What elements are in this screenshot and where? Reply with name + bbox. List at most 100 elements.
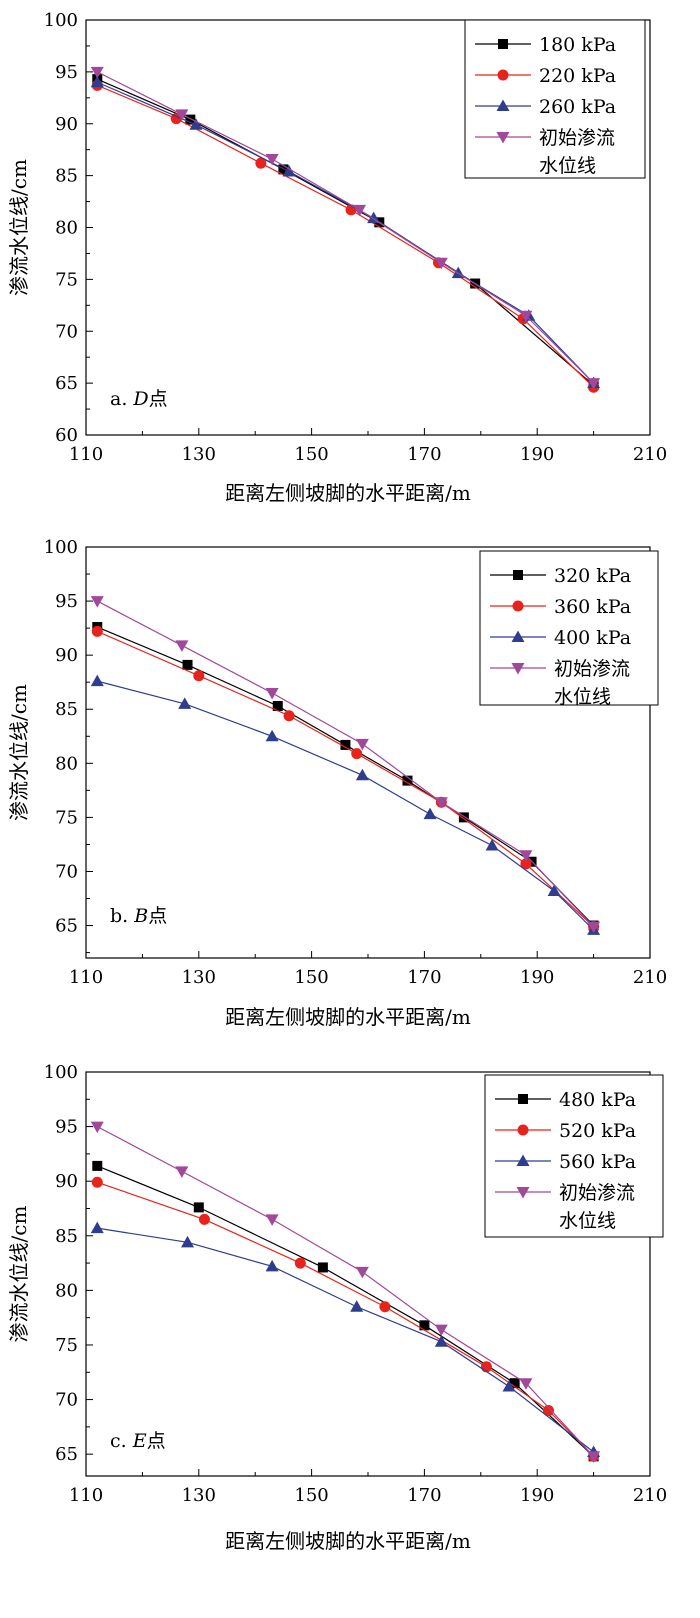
data-point — [520, 858, 532, 870]
y-tick-label: 90 — [55, 1171, 78, 1192]
x-tick-label: 130 — [182, 444, 216, 465]
data-point — [519, 310, 533, 323]
legend-label: 180 kPa — [539, 34, 616, 56]
data-point — [355, 768, 369, 781]
data-point — [198, 1213, 210, 1225]
y-axis-title: 渗流水位线/cm — [7, 159, 31, 296]
data-point — [178, 697, 192, 709]
legend-marker — [518, 1094, 528, 1104]
legend-marker — [516, 1187, 530, 1199]
legend-label: 260 kPa — [539, 96, 616, 118]
data-point — [458, 812, 469, 823]
series-3 — [90, 674, 601, 935]
data-point — [509, 1378, 520, 1389]
data-point — [502, 1379, 516, 1392]
data-point — [265, 154, 279, 166]
legend-marker — [517, 1124, 529, 1136]
x-axis-title: 距离左侧坡脚的水平距离/m — [225, 1529, 471, 1553]
legend-marker — [512, 600, 524, 612]
data-point — [92, 1160, 103, 1171]
y-tick-label: 90 — [55, 114, 78, 135]
x-tick-label: 210 — [633, 1485, 667, 1506]
legend-marker — [513, 570, 523, 580]
chart-panel-3: 110 130 150 170 190 210 65 70 75 80 85 90 95 100 距离左侧坡… — [7, 1062, 667, 1553]
x-tick-label: 190 — [520, 1485, 554, 1506]
data-point — [379, 1301, 391, 1313]
data-point — [317, 1262, 328, 1273]
data-point — [367, 211, 381, 224]
y-tick-label: 80 — [55, 218, 78, 239]
data-point — [485, 839, 499, 851]
chart-panel-2: 110 130 150 170 190 210 65 70 75 80 85 90 95 100 距离左侧坡… — [7, 537, 667, 1029]
chart-panel-1: 110 130 150 170 190 210 60 65 70 75 80 85 90 95 100 距离左… — [7, 10, 667, 505]
x-tick-label: 110 — [69, 967, 103, 988]
y-axis-title: 渗流水位线/cm — [7, 684, 31, 821]
data-point — [90, 596, 104, 608]
data-point — [355, 1266, 369, 1279]
y-tick-label: 70 — [55, 861, 78, 882]
legend-label: 水位线 — [554, 686, 611, 708]
data-point — [175, 109, 189, 121]
legend-marker — [496, 132, 510, 144]
y-tick-label: 80 — [55, 753, 78, 774]
legend-marker — [511, 663, 525, 675]
data-point — [170, 113, 182, 125]
data-point — [587, 1451, 601, 1463]
legend-box — [479, 550, 659, 706]
x-tick-label: 150 — [294, 444, 328, 465]
data-point — [255, 157, 267, 169]
x-tick-label: 150 — [294, 967, 328, 988]
legend-label: 水位线 — [539, 155, 596, 177]
data-point — [350, 1300, 364, 1312]
data-point — [542, 1404, 554, 1416]
legend-label: 初始渗流 — [559, 1182, 635, 1204]
y-tick-label: 95 — [55, 591, 78, 612]
data-point — [547, 884, 561, 896]
data-point — [283, 710, 295, 722]
legend-label: 水位线 — [559, 1210, 616, 1232]
series-4 — [90, 66, 601, 390]
y-tick-label: 75 — [55, 1335, 78, 1356]
y-tick-label: 85 — [55, 1226, 78, 1247]
data-point — [294, 1257, 306, 1269]
legend-label: 480 kPa — [559, 1089, 636, 1111]
data-point — [193, 670, 205, 682]
data-point — [423, 807, 437, 820]
y-tick-label: 80 — [55, 1280, 78, 1301]
legend-marker — [516, 1154, 530, 1166]
data-point — [587, 378, 601, 390]
data-point — [353, 204, 367, 217]
series-4 — [90, 596, 601, 934]
data-point — [278, 164, 289, 175]
panel-label: a. D点 — [110, 388, 168, 410]
data-point — [90, 674, 104, 687]
y-tick-label: 100 — [44, 10, 78, 31]
y-tick-label: 65 — [55, 916, 78, 937]
data-point — [189, 118, 203, 130]
data-point — [91, 1176, 103, 1188]
y-tick-label: 100 — [44, 1062, 78, 1083]
y-tick-label: 65 — [55, 1444, 78, 1465]
legend-label: 初始渗流 — [539, 127, 615, 149]
panel-label: c. E点 — [110, 1430, 166, 1452]
x-tick-label: 210 — [633, 967, 667, 988]
legend-marker — [496, 99, 510, 111]
data-point — [90, 75, 104, 88]
data-point — [587, 921, 601, 934]
y-tick-label: 75 — [55, 269, 78, 290]
data-point — [419, 1320, 430, 1331]
data-point — [265, 1214, 279, 1226]
panel-label: b. B点 — [110, 905, 167, 927]
legend-marker — [498, 39, 508, 49]
data-point — [265, 729, 279, 742]
data-point — [265, 688, 279, 700]
x-tick-label: 110 — [69, 444, 103, 465]
x-tick-label: 190 — [520, 444, 554, 465]
legend-label: 400 kPa — [554, 627, 631, 649]
x-tick-label: 130 — [182, 1485, 216, 1506]
legend-label: 220 kPa — [539, 65, 616, 87]
x-tick-label: 130 — [182, 967, 216, 988]
data-point — [265, 1259, 279, 1272]
